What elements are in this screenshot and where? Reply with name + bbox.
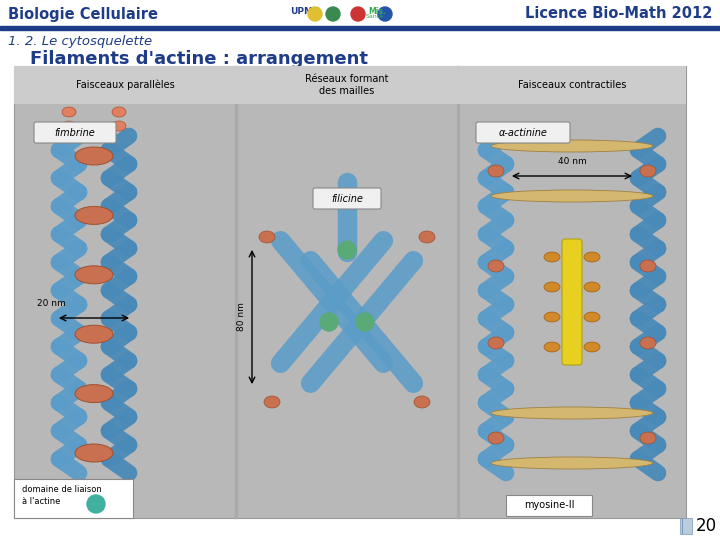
Ellipse shape (112, 121, 126, 131)
Bar (236, 66, 458, 104)
Text: fimbrine: fimbrine (55, 127, 95, 138)
Ellipse shape (640, 337, 656, 349)
Text: Faisceaux contractiles: Faisceaux contractiles (518, 80, 626, 90)
FancyBboxPatch shape (562, 239, 582, 365)
Ellipse shape (75, 384, 113, 403)
Text: Réseaux formant
des mailles: Réseaux formant des mailles (305, 74, 389, 96)
FancyBboxPatch shape (14, 479, 133, 518)
Ellipse shape (419, 231, 435, 243)
Bar (14, 66, 686, 518)
FancyBboxPatch shape (476, 122, 570, 143)
Ellipse shape (62, 107, 76, 117)
Text: 20: 20 (696, 517, 717, 535)
Ellipse shape (544, 282, 560, 292)
Text: myosine-II: myosine-II (523, 501, 575, 510)
Circle shape (320, 313, 338, 331)
Text: Filaments d'actine : arrangement: Filaments d'actine : arrangement (30, 50, 368, 68)
Ellipse shape (488, 432, 504, 444)
Ellipse shape (584, 342, 600, 352)
Ellipse shape (584, 252, 600, 262)
Ellipse shape (584, 282, 600, 292)
Ellipse shape (544, 252, 560, 262)
Ellipse shape (488, 337, 504, 349)
Ellipse shape (259, 231, 275, 243)
Circle shape (326, 7, 340, 21)
Circle shape (351, 7, 365, 21)
Ellipse shape (75, 325, 113, 343)
Circle shape (356, 313, 374, 331)
Text: Santé: Santé (366, 15, 384, 19)
Ellipse shape (640, 165, 656, 177)
Ellipse shape (584, 312, 600, 322)
Bar (0, 26, 720, 30)
Text: Biologie Cellulaire: Biologie Cellulaire (8, 6, 158, 22)
Ellipse shape (491, 190, 653, 202)
Ellipse shape (491, 407, 653, 419)
Ellipse shape (75, 206, 113, 225)
FancyBboxPatch shape (313, 188, 381, 209)
Bar (682, 518, 683, 534)
Ellipse shape (75, 444, 113, 462)
Circle shape (87, 495, 105, 513)
Text: filicine: filicine (331, 193, 363, 204)
Circle shape (378, 7, 392, 21)
Circle shape (308, 7, 322, 21)
Ellipse shape (491, 457, 653, 469)
Ellipse shape (62, 121, 76, 131)
Ellipse shape (488, 260, 504, 272)
Text: 1. 2. Le cytosquelette: 1. 2. Le cytosquelette (8, 36, 152, 49)
Bar (680, 518, 692, 534)
Bar (235, 66, 237, 518)
Text: à l'actine: à l'actine (22, 497, 60, 507)
FancyBboxPatch shape (506, 495, 592, 516)
Text: domaine de liaison: domaine de liaison (22, 485, 102, 495)
Circle shape (338, 241, 356, 259)
Ellipse shape (640, 260, 656, 272)
Text: α-actinine: α-actinine (498, 127, 547, 138)
Ellipse shape (75, 266, 113, 284)
Text: 80 nm: 80 nm (237, 302, 246, 332)
Text: Faisceaux parallèles: Faisceaux parallèles (76, 80, 174, 90)
Ellipse shape (640, 432, 656, 444)
Ellipse shape (488, 165, 504, 177)
Bar (457, 66, 459, 518)
Text: 40 nm: 40 nm (557, 157, 586, 166)
Ellipse shape (544, 312, 560, 322)
Ellipse shape (75, 147, 113, 165)
FancyBboxPatch shape (34, 122, 116, 143)
Ellipse shape (544, 342, 560, 352)
Bar (14, 66, 236, 104)
Ellipse shape (264, 396, 280, 408)
Ellipse shape (491, 140, 653, 152)
Text: UPMC: UPMC (290, 8, 320, 17)
Text: Mis.: Mis. (368, 6, 386, 16)
Ellipse shape (414, 396, 430, 408)
Bar (458, 66, 686, 104)
Text: 20 nm: 20 nm (37, 299, 66, 308)
Text: Licence Bio-Math 2012: Licence Bio-Math 2012 (525, 6, 712, 22)
Ellipse shape (112, 107, 126, 117)
